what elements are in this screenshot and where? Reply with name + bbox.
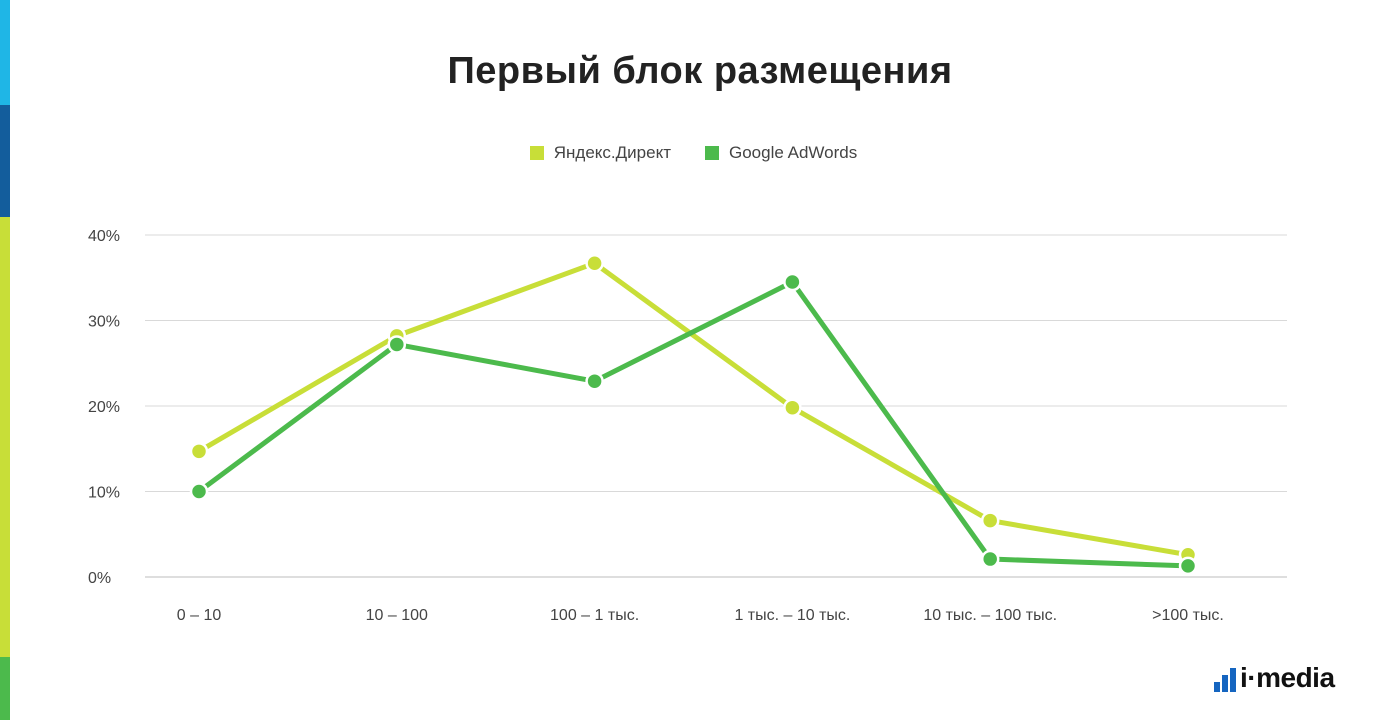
series-1-point bbox=[189, 482, 209, 501]
legend-swatch-yandex bbox=[529, 146, 544, 160]
series-1-point bbox=[585, 371, 604, 391]
logo-bars-icon bbox=[1214, 666, 1236, 692]
x-tick-label: 0 – 10 bbox=[177, 607, 222, 624]
strip-segment-blue bbox=[0, 105, 10, 217]
legend-item-google: Google AdWords bbox=[705, 143, 857, 163]
series-0-point bbox=[783, 398, 802, 417]
strip-segment-green bbox=[0, 657, 10, 720]
chart-legend: Яндекс.Директ Google AdWords bbox=[0, 143, 1387, 163]
x-tick-label: 1 тыс. – 10 тыс. bbox=[734, 607, 850, 624]
legend-item-yandex: Яндекс.Директ bbox=[529, 143, 671, 163]
series-0-point bbox=[980, 511, 1000, 530]
series-line-0 bbox=[196, 260, 1191, 558]
series-1-point bbox=[1178, 556, 1198, 576]
x-tick-label: 10 – 100 bbox=[366, 607, 428, 624]
y-tick-label: 40% bbox=[88, 228, 120, 245]
chart-title: Первый блок размещения bbox=[447, 50, 953, 92]
imedia-logo: i·media bbox=[1214, 660, 1335, 692]
legend-label-yandex: Яндекс.Директ bbox=[553, 143, 671, 162]
strip-segment-lime bbox=[0, 217, 10, 657]
x-tick-label: >100 тыс. bbox=[1152, 607, 1224, 624]
x-tick-label: 100 – 1 тыс. bbox=[550, 607, 639, 624]
legend-label-google: Google AdWords bbox=[729, 143, 858, 162]
y-tick-label: 20% bbox=[88, 399, 120, 416]
series-1-point bbox=[783, 272, 802, 292]
series-0-point bbox=[585, 253, 604, 273]
y-tick-label: 0% bbox=[88, 570, 111, 587]
side-color-strip bbox=[0, 0, 10, 720]
series-line-1 bbox=[196, 279, 1191, 569]
y-tick-label: 30% bbox=[88, 314, 120, 331]
x-tick-label: 10 тыс. – 100 тыс. bbox=[923, 607, 1057, 624]
legend-swatch-google bbox=[705, 146, 719, 160]
y-tick-label: 10% bbox=[88, 485, 120, 502]
series-1-point bbox=[387, 335, 407, 354]
logo-text: i·media bbox=[1240, 662, 1335, 693]
strip-segment-cyan bbox=[0, 0, 10, 105]
series-1-point bbox=[980, 549, 1000, 569]
series-0-point bbox=[189, 442, 209, 461]
